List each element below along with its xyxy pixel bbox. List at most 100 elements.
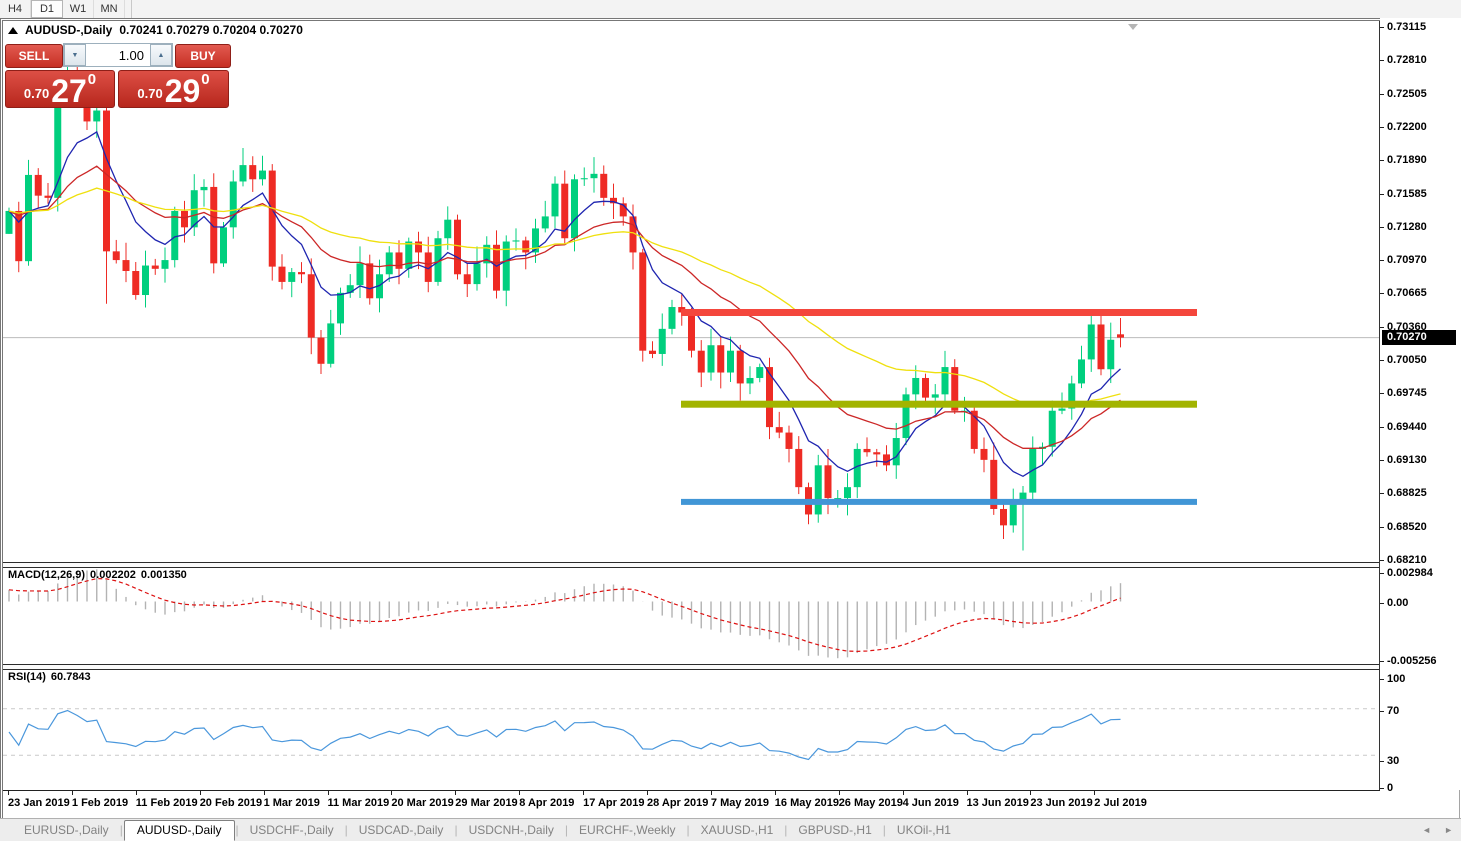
date-axis-label: 7 May 2019 [710, 797, 769, 809]
support-line-olive[interactable] [681, 400, 1197, 408]
date-axis-tick [8, 791, 9, 795]
macd-axis-label: 0.002984 [1387, 567, 1433, 579]
macd-axis-label-tick [1380, 603, 1384, 604]
chart-tab-usdcad-daily[interactable]: USDCAD-,Daily [358, 823, 444, 837]
chart-shift-marker-icon[interactable] [1128, 24, 1138, 30]
support-line-blue[interactable] [681, 498, 1197, 505]
chart-tab-usdchf-daily[interactable]: USDCHF-,Daily [249, 823, 334, 837]
date-axis-label: 11 Feb 2019 [135, 797, 198, 809]
date-axis-label: 20 Mar 2019 [391, 797, 454, 809]
tab-scroll-left-icon[interactable]: ◄ [1422, 825, 1432, 835]
date-axis-label: 1 Mar 2019 [263, 797, 320, 809]
date-axis-tick [455, 791, 457, 795]
price-axis-tick [1380, 559, 1384, 561]
timeframe-button-w1[interactable]: W1 [63, 0, 94, 18]
date-axis-tick [327, 791, 329, 795]
date-axis-tick [135, 791, 137, 795]
date-axis-tick [391, 791, 393, 795]
macd-main-value: 0.002202 [90, 569, 136, 581]
date-axis-label: 16 May 2019 [774, 797, 840, 809]
macd-axis-label-tick [1380, 661, 1384, 662]
buy-price-big-digits: 29 [164, 72, 201, 109]
panel-divider[interactable] [3, 562, 1460, 568]
timeframe-button-mn[interactable]: MN [94, 0, 125, 18]
tab-separator: | [564, 823, 569, 837]
chart-tab-usdcnh-daily[interactable]: USDCNH-,Daily [468, 823, 554, 837]
buy-price-button[interactable]: 0.70 29 0 [118, 70, 229, 108]
toolbar-separator [131, 0, 132, 18]
date-axis-label: 8 Apr 2019 [519, 797, 575, 809]
date-axis-tick [1094, 791, 1096, 795]
price-axis-tick [1380, 193, 1384, 195]
price-axis-label: 0.71890 [1387, 154, 1427, 167]
price-axis-label: 0.70360 [1387, 320, 1427, 333]
chart-tab-xauusd-h1[interactable]: XAUUSD-,H1 [700, 823, 774, 837]
buy-price-prefix: 0.70 [137, 86, 163, 101]
date-axis-tick [774, 791, 776, 795]
price-axis-label: 0.69440 [1387, 420, 1427, 433]
macd-panel-canvas[interactable] [3, 566, 1379, 664]
chart-tab-eurchf-weekly[interactable]: EURCHF-,Weekly [579, 823, 676, 837]
rsi-axis-label-tick [1380, 761, 1384, 762]
price-axis-label: 0.73115 [1387, 21, 1427, 33]
timeframe-toolbar: H4 D1 W1 MN [0, 0, 1461, 19]
date-axis-label: 23 Jun 2019 [1030, 797, 1093, 809]
price-axis-tick [1380, 360, 1384, 361]
price-axis-label: 0.72810 [1387, 54, 1427, 67]
price-axis-label: 0.72200 [1387, 120, 1427, 133]
rsi-line [8, 709, 1121, 761]
price-axis-tick [1380, 160, 1384, 162]
buy-button[interactable]: BUY [175, 44, 231, 68]
price-axis-tick [1380, 326, 1384, 328]
rsi-value: 60.7843 [50, 671, 91, 683]
tab-separator: | [882, 823, 886, 837]
tab-separator: | [784, 823, 788, 837]
sell-button[interactable]: SELL [5, 44, 63, 68]
price-axis-label: 0.68210 [1387, 553, 1427, 566]
date-axis-label: 2 Jul 2019 [1094, 797, 1147, 809]
volume-increase-icon[interactable]: ▲ [150, 44, 172, 66]
timeframe-button-h4[interactable]: H4 [0, 0, 31, 18]
resistance-line-red[interactable] [681, 309, 1197, 316]
date-axis-tick [263, 791, 265, 795]
rsi-axis-label: 0 [1387, 782, 1394, 794]
price-axis-label: 0.71585 [1387, 187, 1427, 200]
macd-axis-label-tick [1380, 573, 1384, 574]
chart-tab-audusd-daily[interactable]: AUDUSD-,Daily [123, 819, 235, 841]
volume-input[interactable] [86, 44, 150, 66]
tab-scroll-right-icon[interactable]: ► [1444, 825, 1453, 835]
current-price-box: 0.70270 [1382, 330, 1456, 345]
price-axis-tick [1380, 60, 1384, 62]
chart-tab-eurusd-daily[interactable]: EURUSD-,Daily [24, 823, 109, 837]
date-axis-tick [647, 791, 648, 795]
date-axis-label: 13 Jun 2019 [966, 797, 1029, 809]
date-axis[interactable]: 23 Jan 2019 1 Feb 2019 11 Feb 2019 20 Feb 2… [3, 790, 1380, 819]
timeframe-button-d1[interactable]: D1 [31, 0, 63, 18]
price-axis-tick [1380, 260, 1384, 262]
tab-separator: | [235, 823, 239, 837]
one-click-trading-panel: SELL ▼ ▲ BUY 0.70 27 0 0.70 29 0 [5, 42, 231, 108]
chart-tab-ukoil-h1[interactable]: UKOil-,H1 [896, 823, 951, 837]
volume-decrease-icon[interactable]: ▼ [64, 44, 86, 66]
main-chart-canvas[interactable] [3, 22, 1379, 562]
panel-divider[interactable] [3, 664, 1460, 670]
rsi-panel-canvas[interactable] [3, 668, 1379, 788]
date-axis-label: 17 Apr 2019 [583, 797, 645, 809]
price-axis-label: 0.72505 [1387, 87, 1427, 100]
rsi-indicator-label: RSI(14) 60.7843 [8, 671, 91, 683]
price-axis-tick [1380, 93, 1384, 95]
date-axis-tick [583, 791, 585, 795]
one-click-collapse-icon[interactable] [8, 26, 18, 34]
tab-scroll-arrows: ◄ ► [1422, 825, 1453, 835]
chart-symbol-label: AUDUSD-,Daily [25, 23, 113, 37]
price-axis-label: 0.68825 [1387, 487, 1427, 500]
chart-tab-bar: EURUSD-,Daily | AUDUSD-,Daily | USDCHF-,Dail… [0, 818, 1461, 841]
chart-tab-gbpusd-h1[interactable]: GBPUSD-,H1 [798, 823, 872, 837]
sell-price-button[interactable]: 0.70 27 0 [5, 70, 115, 108]
rsi-axis-label-tick [1380, 788, 1384, 789]
price-axis[interactable]: 0.73115 0.72810 0.72505 0.72200 0.71890 0.715… [1380, 18, 1461, 794]
macd-signal-line [8, 577, 1121, 653]
price-axis-label: 0.68520 [1387, 520, 1427, 533]
candles-layer [5, 45, 1124, 551]
tab-separator: | [454, 823, 458, 837]
